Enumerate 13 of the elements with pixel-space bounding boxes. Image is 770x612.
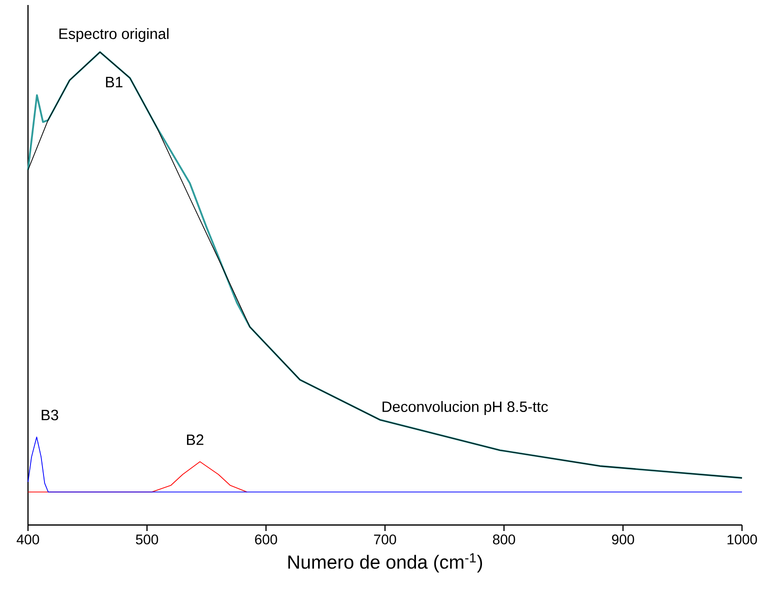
x-tick-label: 500 [136,534,158,544]
series-label: B3 [42,410,58,420]
x-tick-label: 900 [612,534,634,544]
series-label: B1 [106,76,122,88]
x-tick-label: 700 [374,534,396,544]
x-tick-label: 400 [16,534,40,544]
x-tick-label: 1000 [728,534,757,544]
x-tick-label: 800 [492,534,516,544]
annotation: Deconvolucion pH 8.5-ttc [382,401,548,415]
series-label: B2 [187,434,204,445]
series-label: Espectro original [59,28,168,42]
x-axis-title: Numero de onda (cm$^{-1}$) [288,553,482,573]
x-tick-label: 600 [255,534,278,544]
